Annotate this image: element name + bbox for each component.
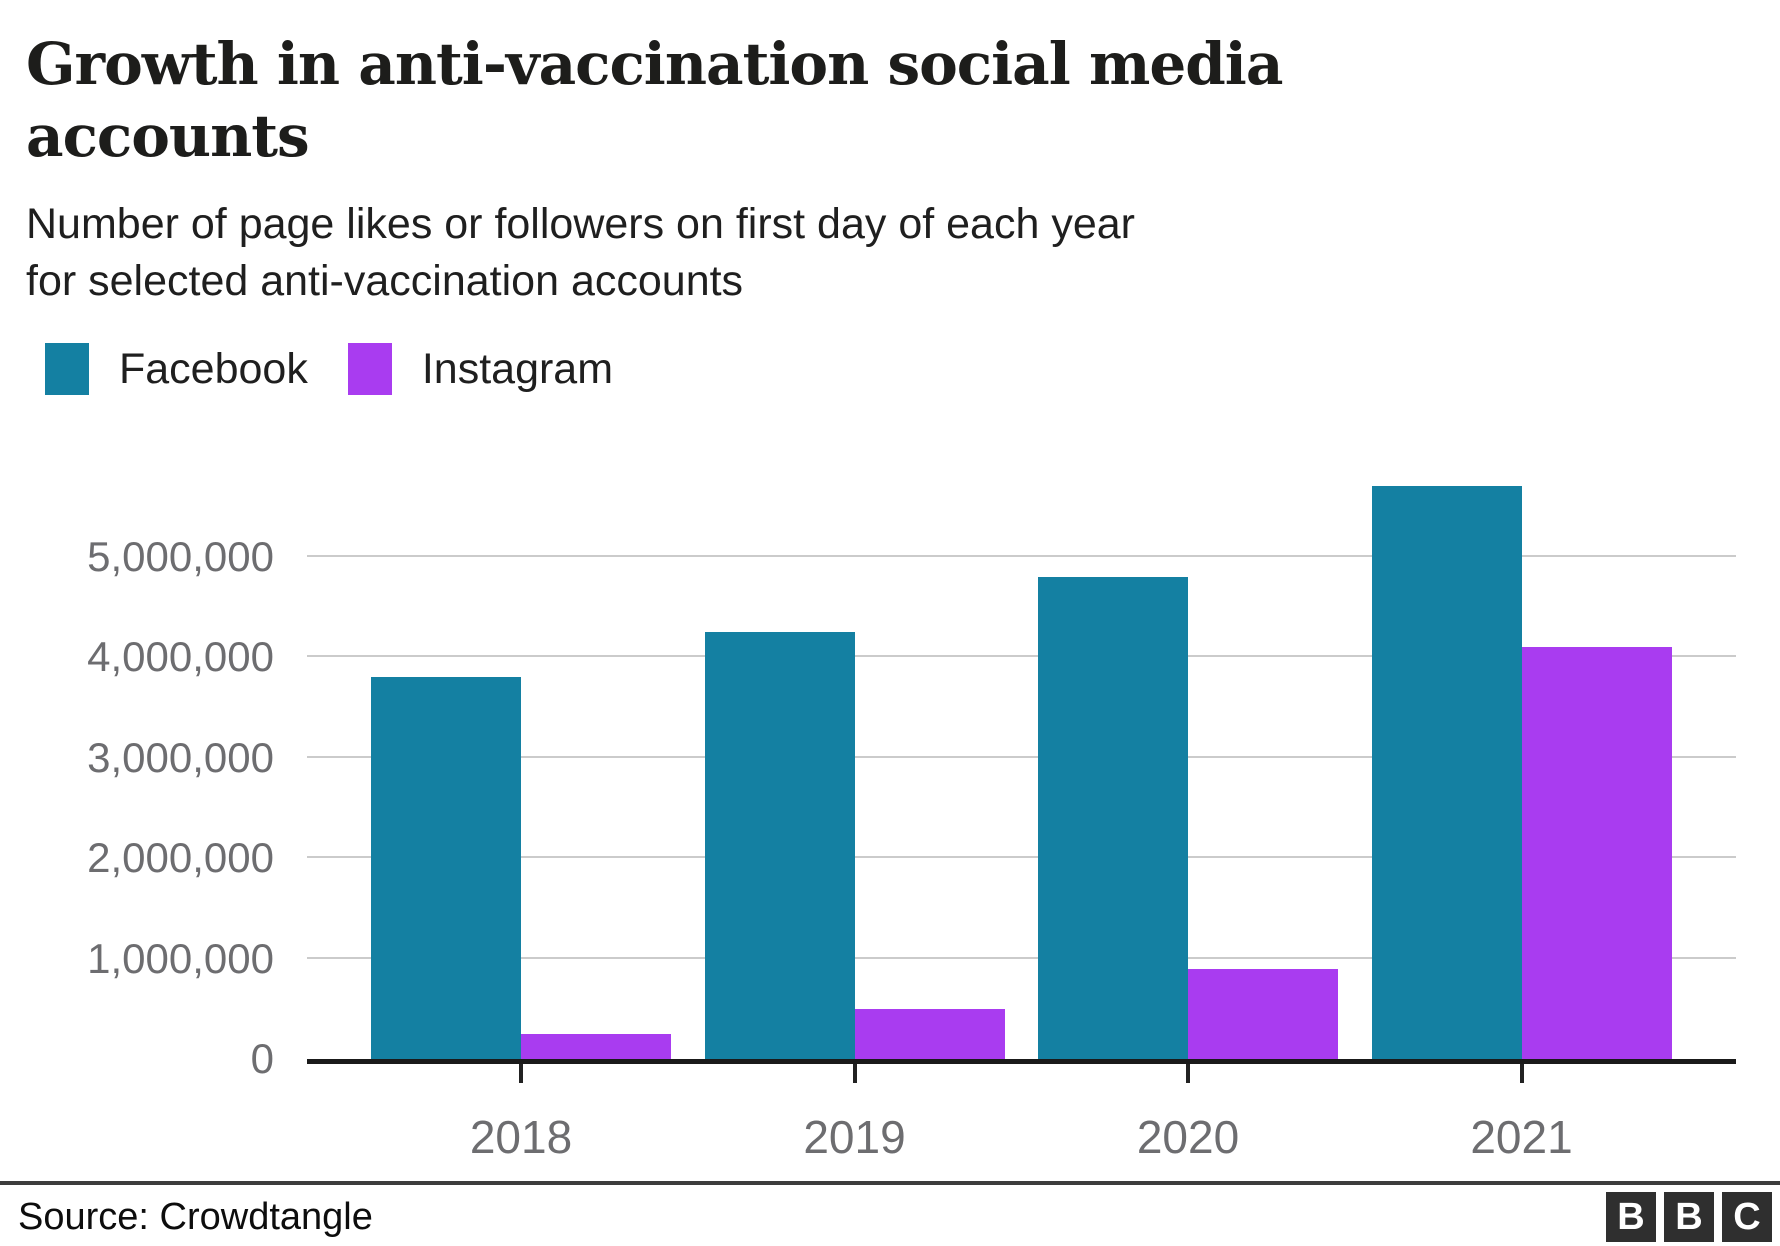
x-tick-label-2018: 2018 — [469, 1111, 573, 1163]
x-tick-label-2021: 2021 — [1470, 1111, 1573, 1163]
legend-swatch-facebook — [45, 343, 89, 395]
chart-title: Growth in anti-vaccination social media … — [26, 28, 1283, 172]
x-tick-2018 — [519, 1064, 523, 1083]
source-text: Source: Crowdtangle — [18, 1196, 373, 1238]
bar-instagram-2020 — [1188, 968, 1338, 1059]
gridline-4000000 — [307, 655, 1736, 657]
legend-swatch-instagram — [347, 343, 392, 395]
x-tick-label-2019: 2019 — [803, 1111, 906, 1163]
bar-facebook-2020 — [1038, 576, 1188, 1059]
y-tick-label: 1,000,000 — [87, 934, 274, 982]
gridline-3000000 — [307, 755, 1736, 758]
y-tick-label: 3,000,000 — [87, 733, 274, 781]
chart-title-line1: Growth in anti-vaccination social media — [26, 30, 1283, 98]
bar-instagram-2018 — [521, 1033, 671, 1059]
y-tick-label: 2,000,000 — [87, 834, 274, 881]
gridline-1000000 — [307, 956, 1736, 959]
legend-label-facebook: Facebook — [119, 344, 308, 393]
footer-divider — [0, 1181, 1780, 1185]
y-tick-label: 5,000,000 — [87, 532, 274, 580]
plot-area — [307, 440, 1736, 1064]
x-tick-2019 — [852, 1064, 857, 1083]
bar-facebook-2018 — [371, 677, 521, 1059]
legend-item-instagram: Instagram — [347, 343, 614, 395]
gridline-2000000 — [307, 856, 1736, 858]
bbc-logo-letter-3: C — [1722, 1192, 1772, 1242]
x-axis: 2018 2019 2020 2021 — [307, 1064, 1736, 1184]
bar-instagram-2021 — [1521, 646, 1672, 1059]
chart-subtitle-line2: for selected anti-vaccination accounts — [26, 257, 744, 305]
legend: Facebook Instagram — [45, 343, 613, 395]
bbc-logo-letter-2: B — [1664, 1192, 1714, 1242]
chart-subtitle: Number of page likes or followers on fir… — [26, 196, 1135, 310]
bbc-logo-letter-1: B — [1606, 1192, 1656, 1242]
y-tick-label: 0 — [250, 1035, 274, 1082]
chart-title-line2: accounts — [26, 102, 310, 170]
x-tick-2021 — [1519, 1064, 1524, 1083]
legend-label-instagram: Instagram — [421, 344, 614, 393]
bar-instagram-2019 — [854, 1008, 1005, 1059]
chart-subtitle-line1: Number of page likes or followers on fir… — [26, 200, 1135, 248]
bar-facebook-2019 — [704, 631, 855, 1059]
x-tick-2020 — [1186, 1064, 1190, 1083]
gridline-5000000 — [307, 554, 1736, 557]
y-axis-labels: 5,000,000 4,000,000 3,000,000 2,000,000 1,00… — [0, 440, 274, 1083]
legend-item-facebook: Facebook — [45, 343, 308, 395]
y-tick-label: 4,000,000 — [87, 633, 274, 680]
bar-facebook-2021 — [1371, 486, 1522, 1059]
x-tick-label-2020: 2020 — [1136, 1111, 1240, 1163]
